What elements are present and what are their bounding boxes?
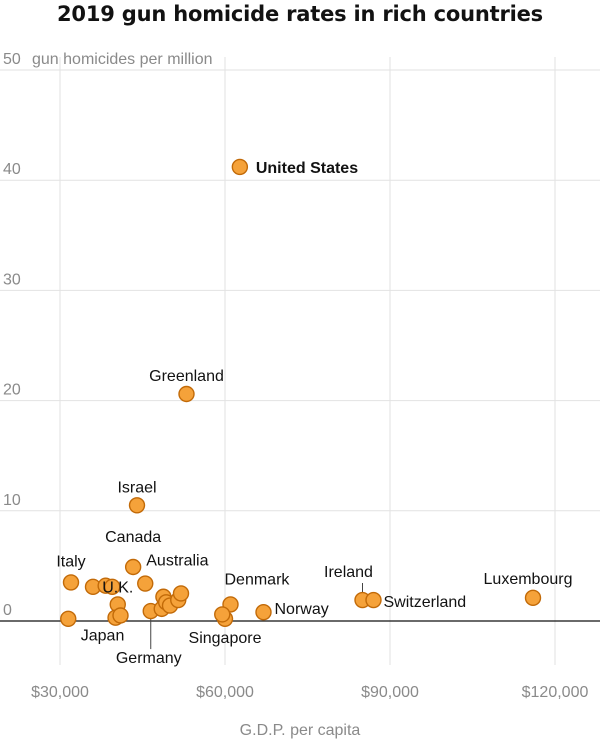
data-label-greenland: Greenland	[149, 368, 224, 385]
data-point-australia	[138, 576, 153, 591]
data-point-canada	[126, 560, 141, 575]
data-label-japan: Japan	[81, 628, 125, 645]
y-tick-label: 10	[3, 492, 21, 509]
data-point-united-states	[232, 159, 247, 174]
data-point	[61, 611, 76, 626]
y-tick-label: 30	[3, 271, 21, 288]
data-label-australia: Australia	[146, 553, 208, 570]
y-tick-label: 50	[3, 51, 21, 68]
data-label-switzerland: Switzerland	[384, 594, 467, 611]
data-label-luxembourg: Luxembourg	[484, 571, 573, 588]
y-tick-label: 0	[3, 602, 12, 619]
data-point	[113, 608, 128, 623]
data-point-norway	[256, 605, 271, 620]
data-label-italy: Italy	[56, 553, 85, 570]
data-point	[215, 607, 230, 622]
data-point-italy	[64, 575, 79, 590]
scatter-chart: $30,000 $60,000 $90,000 $120,000 0 10 20 30 40 50…	[0, 0, 600, 747]
data-point-israel	[130, 498, 145, 513]
data-label-denmark: Denmark	[225, 571, 291, 588]
label-layer: United States Greenland Israel Canada Austra…	[56, 160, 572, 667]
data-label-norway: Norway	[275, 601, 329, 618]
x-tick-label: $60,000	[196, 684, 254, 701]
dot-layer	[61, 159, 541, 626]
data-label-u-k: U.K.	[102, 579, 133, 596]
data-label-united-states: United States	[256, 160, 358, 177]
data-label-ireland: Ireland	[324, 564, 373, 581]
x-tick-label: $30,000	[31, 684, 89, 701]
data-point-greenland	[179, 386, 194, 401]
y-axis-label: gun homicides per million	[32, 51, 213, 68]
x-axis-label: G.D.P. per capita	[240, 722, 361, 739]
data-label-germany: Germany	[116, 650, 182, 667]
data-point-luxembourg	[526, 590, 541, 605]
y-tick-label: 20	[3, 382, 21, 399]
data-point	[174, 586, 189, 601]
data-label-canada: Canada	[105, 529, 161, 546]
y-tick-label: 40	[3, 161, 21, 178]
data-label-singapore: Singapore	[189, 630, 262, 647]
data-label-israel: Israel	[117, 479, 156, 496]
data-point-switzerland	[366, 593, 381, 608]
x-tick-label: $90,000	[361, 684, 419, 701]
x-tick-label: $120,000	[522, 684, 589, 701]
